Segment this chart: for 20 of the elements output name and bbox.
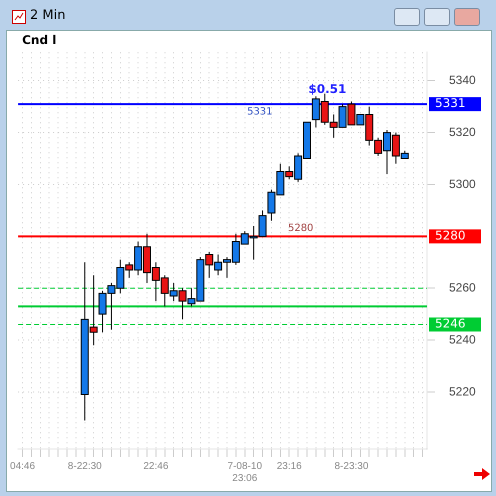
annotation: 5280 (288, 222, 314, 234)
x-tick-label: 8-22:30 (68, 460, 102, 472)
x-tick-label: 23:16 (276, 460, 302, 472)
annotation: $0.51 (308, 82, 346, 96)
text: Cnd l (22, 33, 56, 48)
y-tick-label: 5240 (449, 332, 476, 346)
y-tick-label: 5320 (449, 124, 476, 139)
ref-line-label: 5280 (435, 228, 466, 242)
annotation: 5331 (247, 106, 273, 118)
x-tick-label: 8-23:30 (334, 460, 369, 472)
ref-line-label: 5246 (435, 316, 466, 331)
ref-line-label: 5331 (435, 96, 466, 110)
chart-title: 2 Min (30, 8, 66, 23)
x-tick-label: 7-08-10 23:06 (228, 460, 262, 484)
y-tick-label: 5300 (449, 176, 476, 191)
x-tick-label: 04:46 (10, 460, 36, 472)
y-tick-label: 5220 (449, 384, 476, 398)
x-tick-label: 22:46 (143, 460, 169, 472)
y-tick-label: 5340 (449, 73, 476, 88)
y-tick-label: 5260 (449, 280, 476, 295)
